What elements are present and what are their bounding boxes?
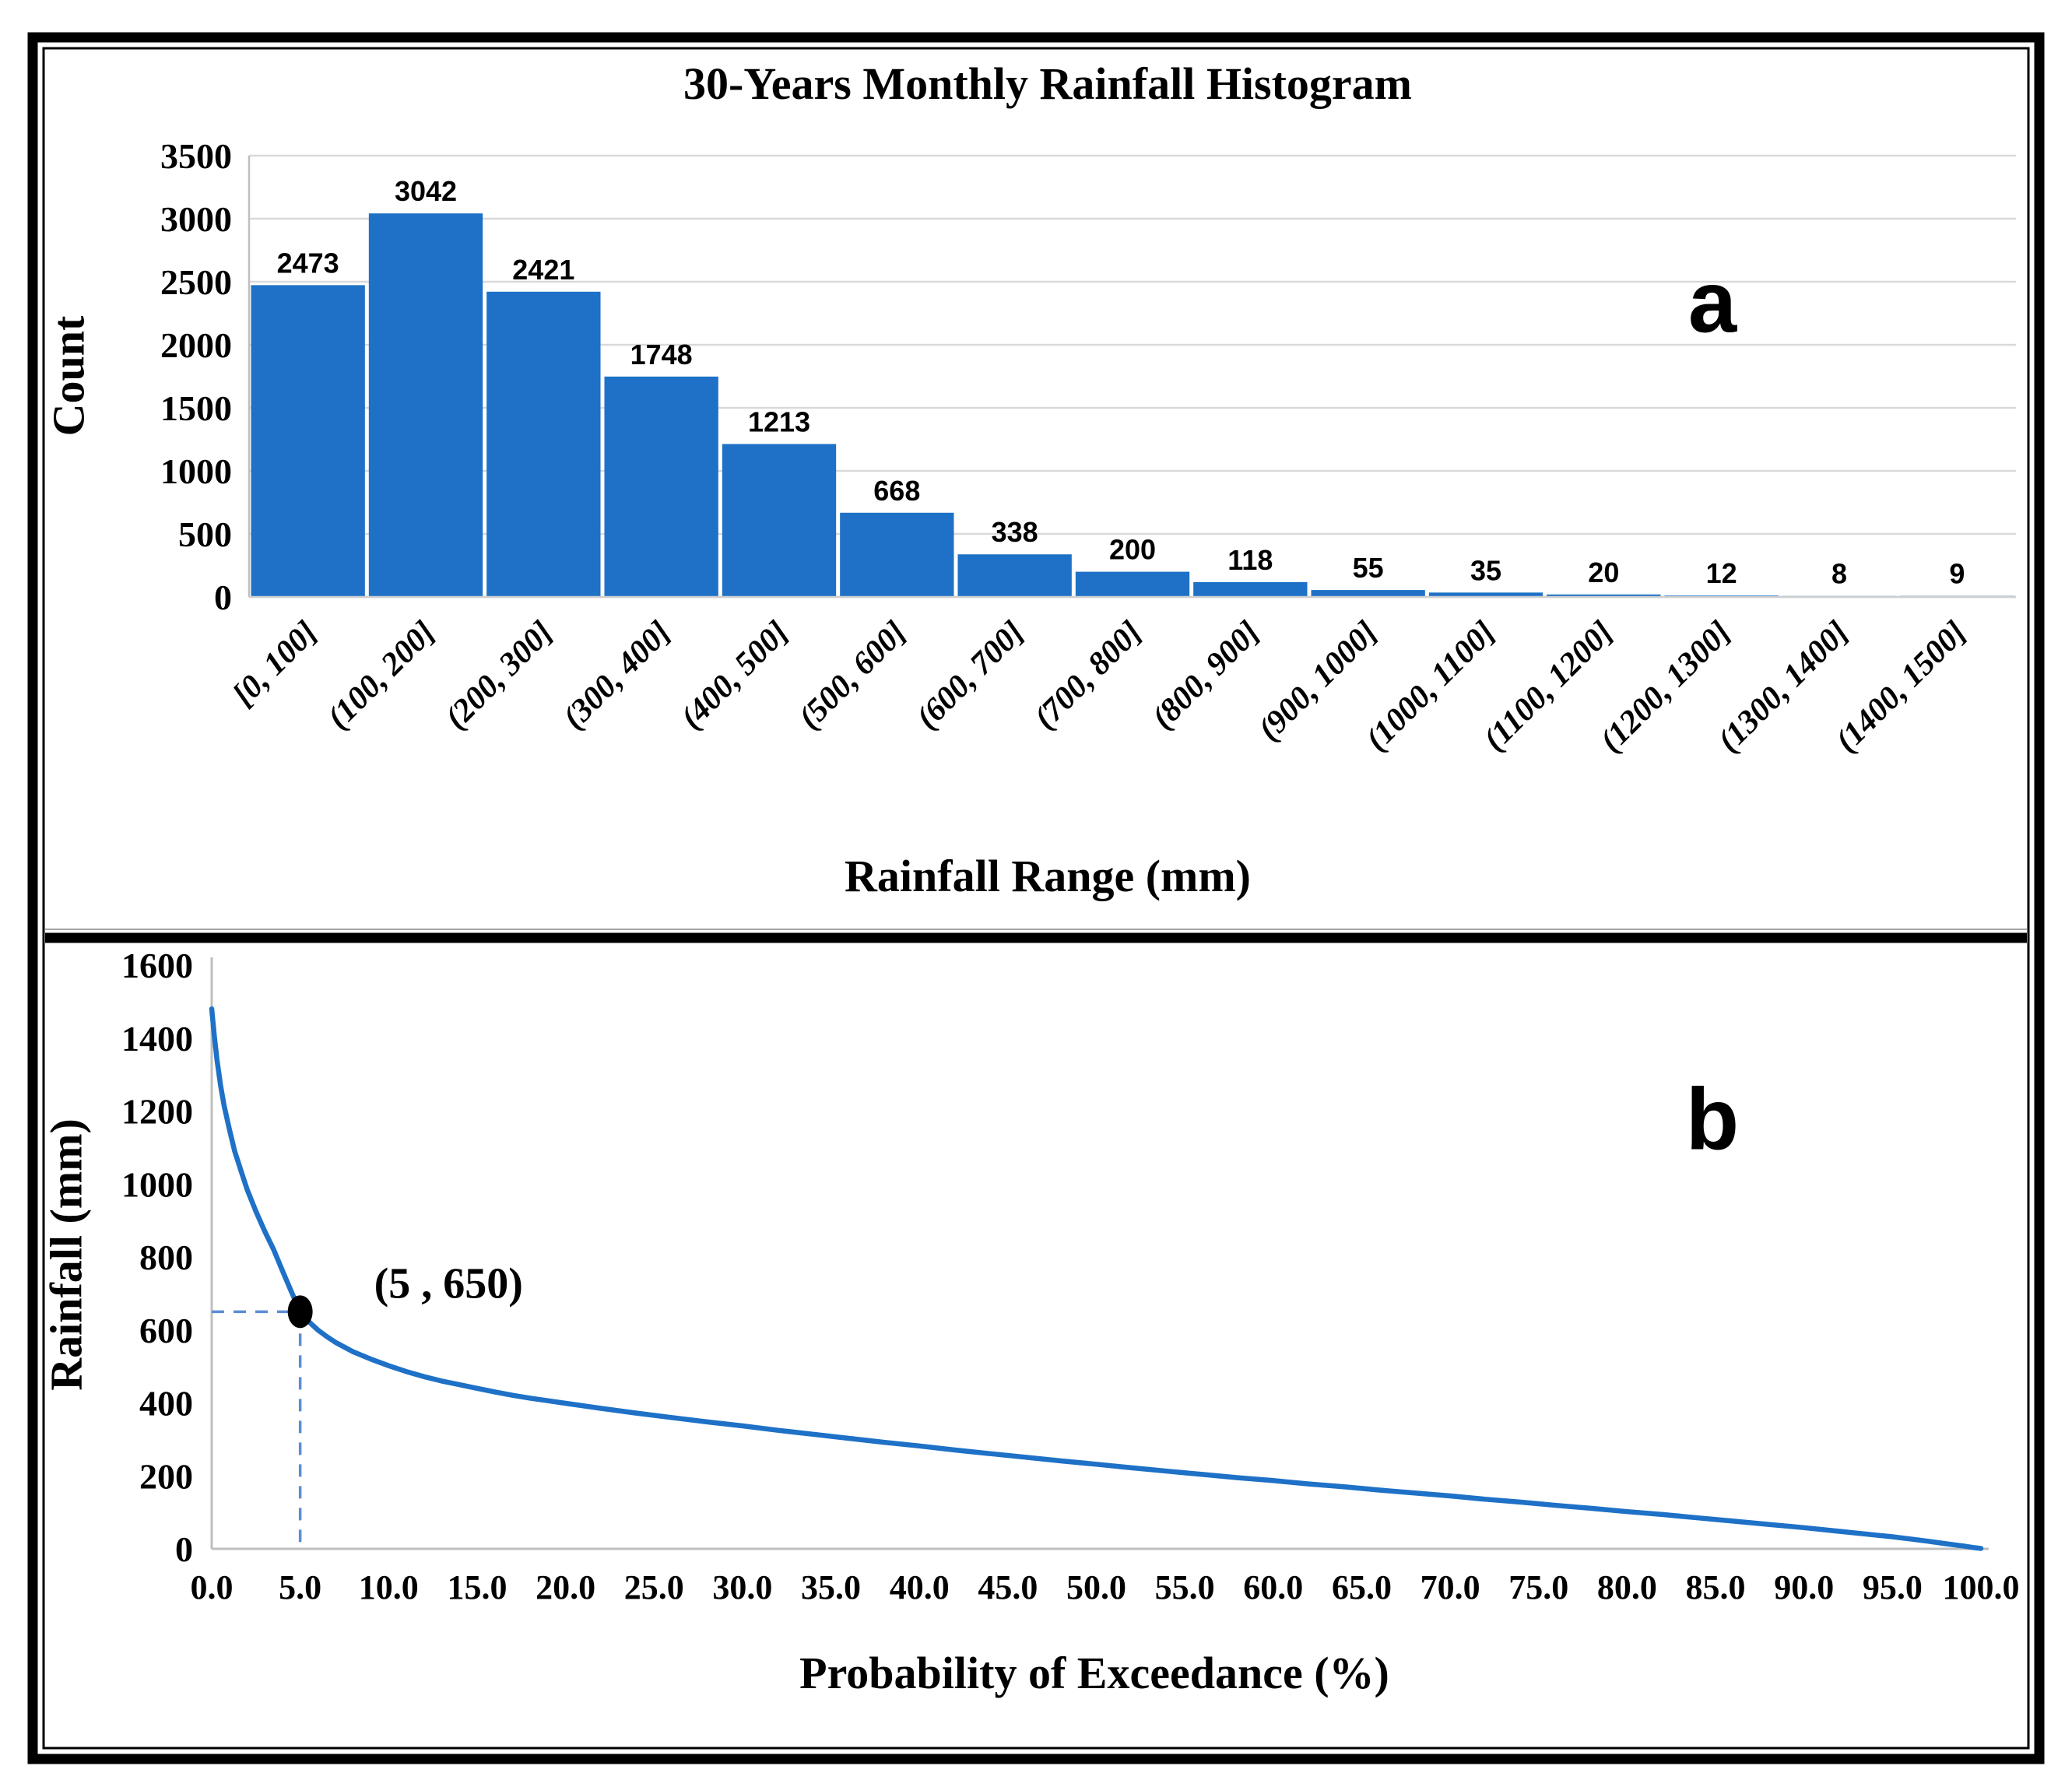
exceedance-x-tick-label: 55.0 — [1155, 1568, 1215, 1606]
histogram-bar — [251, 285, 365, 597]
exceedance-y-tick-label: 400 — [139, 1384, 193, 1424]
bar-value-label: 200 — [1109, 534, 1156, 566]
bar-value-label: 118 — [1227, 544, 1273, 576]
histogram-y-tick-label: 3500 — [160, 136, 232, 176]
bar-value-label: 8 — [1831, 558, 1847, 590]
exceedance-x-tick-label: 20.0 — [536, 1568, 595, 1606]
bar-value-label: 12 — [1706, 557, 1737, 589]
figure-inner-border — [42, 47, 2030, 1750]
histogram-y-tick-label: 0 — [214, 578, 232, 617]
exceedance-x-tick-label: 80.0 — [1597, 1568, 1657, 1606]
exceedance-y-tick-label: 1000 — [121, 1164, 193, 1204]
marked-point — [287, 1295, 313, 1329]
histogram-x-tick-label: (500, 600] — [792, 615, 913, 736]
bar-value-label: 3042 — [395, 175, 457, 207]
histogram-y-tick-label: 2500 — [160, 262, 232, 302]
bar-value-label: 2473 — [277, 247, 339, 279]
histogram-y-tick-label: 500 — [178, 514, 232, 554]
histogram-x-tick-label: (100, 200] — [321, 615, 442, 736]
exceedance-x-tick-label: 70.0 — [1421, 1568, 1480, 1606]
figure-outer-border — [27, 32, 2045, 1764]
exceedance-y-tick-label: 800 — [139, 1238, 193, 1277]
bar-value-label: 9 — [1949, 558, 1965, 590]
exceedance-x-tick-label: 0.0 — [191, 1568, 234, 1606]
histogram-x-tick-label: (800, 900] — [1145, 615, 1266, 736]
bar-value-label: 2421 — [512, 254, 574, 286]
histogram-x-tick-label: (400, 500] — [674, 615, 795, 736]
exceedance-x-axis-title: Probability of Exceedance (%) — [799, 1648, 1389, 1698]
exceedance-x-tick-label: 30.0 — [712, 1568, 772, 1606]
histogram-title: 30-Years Monthly Rainfall Histogram — [683, 58, 1412, 109]
histogram-y-tick-label: 3000 — [160, 199, 232, 239]
exceedance-x-tick-label: 95.0 — [1863, 1568, 1923, 1606]
exceedance-y-tick-label: 200 — [139, 1456, 193, 1496]
exceedance-x-tick-label: 50.0 — [1066, 1568, 1126, 1606]
exceedance-x-tick-label: 35.0 — [801, 1568, 861, 1606]
exceedance-x-tick-label: 100.0 — [1943, 1568, 2020, 1606]
histogram-y-tick-label: 1500 — [160, 388, 232, 428]
bar-value-label: 35 — [1470, 554, 1501, 586]
bar-value-label: 1748 — [630, 339, 693, 370]
exceedance-x-tick-label: 90.0 — [1774, 1568, 1834, 1606]
exceedance-x-tick-label: 65.0 — [1332, 1568, 1392, 1606]
exceedance-x-tick-label: 40.0 — [890, 1568, 950, 1606]
exceedance-y-axis-title: Rainfall (mm) — [40, 1118, 92, 1391]
bar-value-label: 668 — [873, 475, 920, 507]
exceedance-x-tick-label: 10.0 — [359, 1568, 419, 1606]
exceedance-curve — [209, 1006, 1984, 1551]
exceedance-y-tick-label: 1400 — [121, 1019, 193, 1059]
exceedance-x-tick-label: 45.0 — [978, 1568, 1038, 1606]
histogram-bar — [957, 554, 1072, 597]
bar-value-label: 55 — [1353, 552, 1384, 584]
histogram-bar — [368, 213, 483, 597]
exceedance-x-tick-label: 85.0 — [1686, 1568, 1746, 1606]
histogram-bar — [604, 376, 718, 597]
histogram-bar — [722, 444, 837, 597]
exceedance-x-tick-label: 25.0 — [624, 1568, 684, 1606]
exceedance-y-tick-label: 600 — [139, 1311, 193, 1350]
histogram-y-tick-label: 2000 — [160, 325, 232, 365]
histogram-bar — [1075, 571, 1190, 597]
histogram-bar — [1193, 581, 1308, 597]
exceedance-x-tick-label: 75.0 — [1508, 1568, 1568, 1606]
exceedance-x-tick-label: 5.0 — [279, 1568, 321, 1606]
histogram-x-tick-label: (300, 400] — [556, 615, 677, 736]
histogram-x-tick-label: (700, 800] — [1027, 615, 1149, 736]
histogram-y-tick-label: 1000 — [160, 451, 232, 491]
histogram-bar — [1311, 590, 1425, 597]
histogram-x-axis-title: Rainfall Range (mm) — [845, 851, 1251, 901]
panel-b-letter: b — [1685, 1070, 1740, 1168]
exceedance-y-tick-label: 1200 — [121, 1092, 193, 1132]
exceedance-y-tick-label: 0 — [175, 1529, 193, 1569]
histogram-y-axis-title: Count — [43, 315, 94, 437]
panel-a-letter: a — [1687, 253, 1737, 351]
histogram-x-tick-label: (600, 700] — [909, 615, 1031, 736]
histogram-x-tick-label: [0, 100] — [226, 615, 325, 714]
histogram-x-tick-label: (200, 300] — [438, 615, 560, 736]
exceedance-x-tick-label: 60.0 — [1243, 1568, 1303, 1606]
bar-value-label: 20 — [1588, 556, 1619, 588]
exceedance-y-tick-label: 1600 — [121, 946, 193, 985]
exceedance-x-tick-label: 15.0 — [447, 1568, 507, 1606]
histogram-bar — [840, 512, 954, 597]
histogram-bar — [1547, 594, 1661, 597]
bar-value-label: 1213 — [748, 405, 810, 437]
histogram-bar — [486, 291, 601, 597]
bar-value-label: 338 — [992, 516, 1038, 548]
histogram-bar — [1428, 592, 1543, 597]
point-annotation: (5 , 650) — [374, 1259, 523, 1308]
